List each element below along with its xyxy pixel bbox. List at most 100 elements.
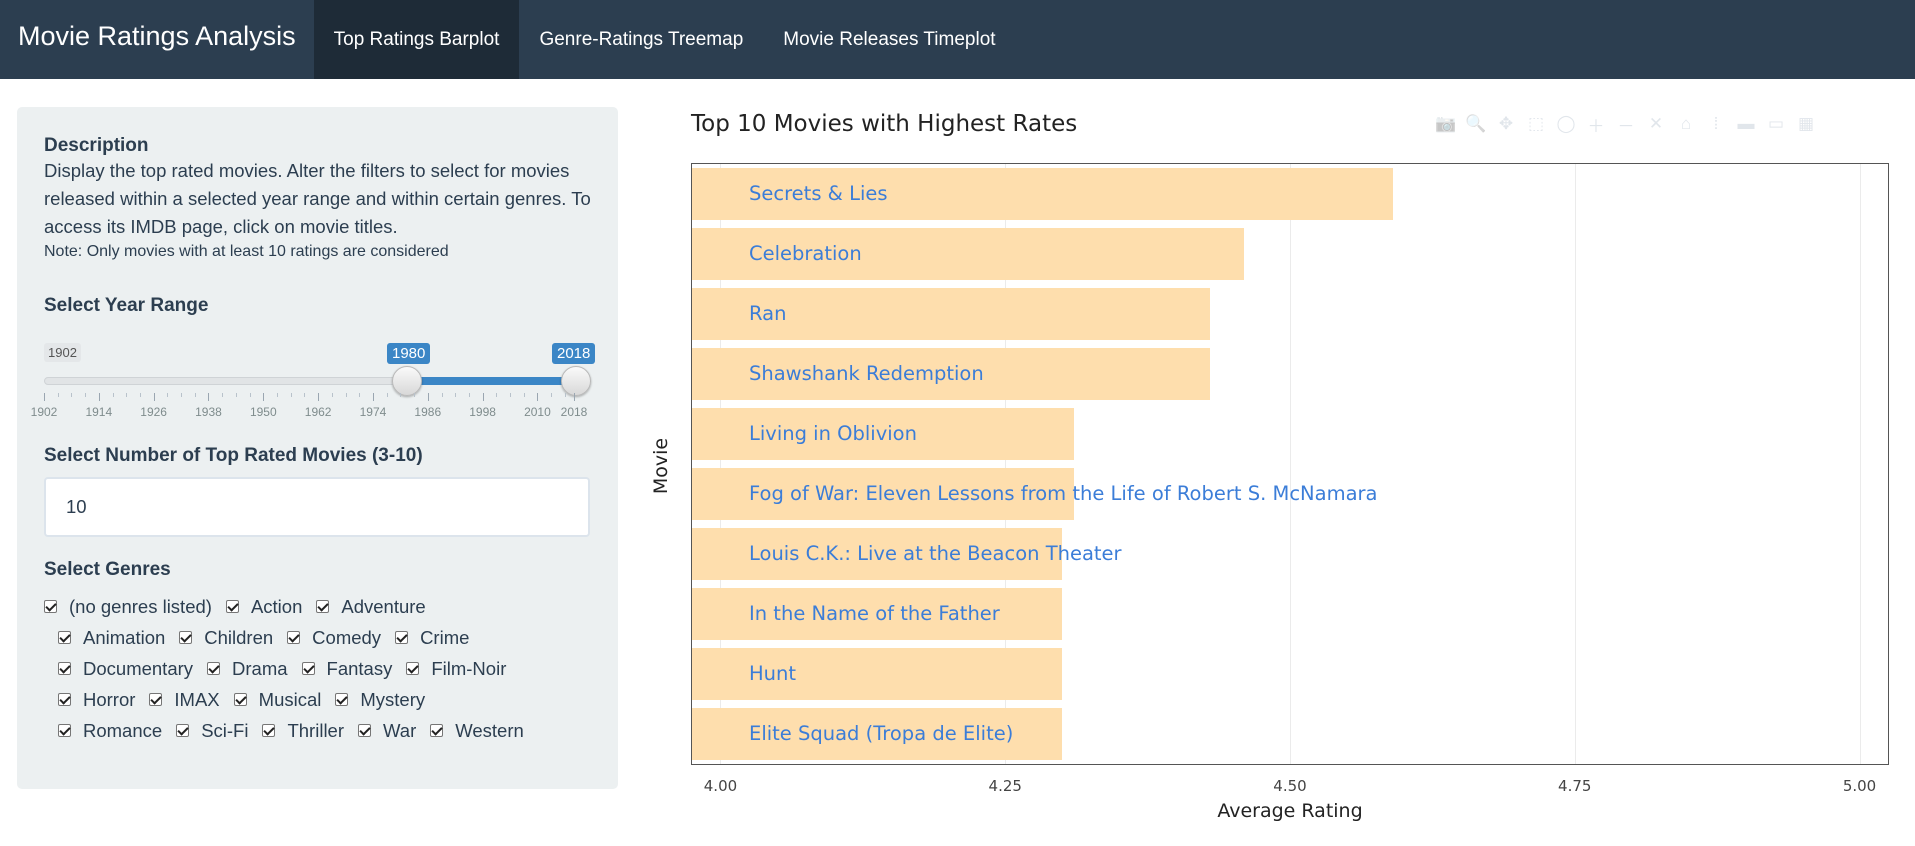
slider-minor-tick xyxy=(551,393,553,397)
genre-checkbox-musical[interactable]: Musical xyxy=(233,684,321,715)
checkbox-checked-icon[interactable] xyxy=(287,631,301,644)
checkbox-checked-icon[interactable] xyxy=(316,600,330,613)
genre-checkbox-horror[interactable]: Horror xyxy=(58,684,135,715)
checkbox-checked-icon[interactable] xyxy=(58,631,71,644)
hover-compare-icon[interactable]: ▭ xyxy=(1767,114,1785,133)
movie-title-link[interactable]: In the Name of the Father xyxy=(749,602,1000,625)
year-range-slider[interactable]: 1902 1980 2018 1902 1914 1926 1938 1950 1962 1… xyxy=(31,327,596,437)
bar[interactable] xyxy=(692,707,1063,761)
bar[interactable] xyxy=(692,347,1211,401)
movie-title-link[interactable]: Hunt xyxy=(749,662,797,685)
checkbox-checked-icon[interactable] xyxy=(335,693,349,706)
spike-lines-icon[interactable]: ⁞ xyxy=(1713,114,1719,133)
year-range-label: Select Year Range xyxy=(44,295,209,316)
hover-closest-icon[interactable]: ▬ xyxy=(1737,114,1755,133)
reset-axes-icon[interactable]: ⌂ xyxy=(1680,114,1692,133)
zoom-in-icon[interactable]: ＋ xyxy=(1587,116,1605,136)
genre-checkbox-thriller[interactable]: Thriller xyxy=(262,715,344,746)
genre-checkbox-animation[interactable]: Animation xyxy=(58,622,165,653)
tab-top-ratings-barplot[interactable]: Top Ratings Barplot xyxy=(313,0,520,79)
genre-checkbox-sci-fi[interactable]: Sci-Fi xyxy=(176,715,248,746)
tab-genre-ratings-treemap[interactable]: Genre-Ratings Treemap xyxy=(539,28,744,50)
checkbox-checked-icon[interactable] xyxy=(44,600,57,613)
slider-minor-tick xyxy=(510,393,512,397)
bar[interactable] xyxy=(692,647,1063,701)
bar[interactable] xyxy=(692,467,1074,521)
genre-label: Fantasy xyxy=(326,658,393,679)
checkbox-checked-icon[interactable] xyxy=(58,662,71,675)
checkbox-checked-icon[interactable] xyxy=(301,662,315,675)
genre-checkbox-drama[interactable]: Drama xyxy=(207,653,288,684)
bar[interactable] xyxy=(692,167,1393,221)
checkbox-checked-icon[interactable] xyxy=(225,600,239,613)
top-n-input[interactable]: 10 xyxy=(44,477,590,537)
genre-label: Mystery xyxy=(360,689,426,710)
slider-from-handle[interactable] xyxy=(392,366,422,396)
slider-major-tick xyxy=(537,393,539,401)
slider-minor-tick xyxy=(455,393,457,397)
genre-checkbox-romance[interactable]: Romance xyxy=(58,715,162,746)
bar[interactable] xyxy=(692,287,1211,341)
movie-title-link[interactable]: Fog of War: Eleven Lessons from the Life… xyxy=(749,482,1378,505)
checkbox-checked-icon[interactable] xyxy=(430,724,444,737)
genre-checkbox-western[interactable]: Western xyxy=(430,715,524,746)
camera-icon[interactable]: 📷 xyxy=(1435,114,1457,133)
genre-checkbox-adventure[interactable]: Adventure xyxy=(316,591,426,622)
genre-checkbox-mystery[interactable]: Mystery xyxy=(335,684,425,715)
checkbox-checked-icon[interactable] xyxy=(179,631,193,644)
plot-area[interactable]: Secrets & Lies Celebration Ran Shawshank Re… xyxy=(691,163,1889,765)
checkbox-checked-icon[interactable] xyxy=(176,724,190,737)
checkbox-checked-icon[interactable] xyxy=(233,693,247,706)
checkbox-checked-icon[interactable] xyxy=(358,724,371,737)
genre-checkbox-imax[interactable]: IMAX xyxy=(149,684,220,715)
app-brand[interactable]: Movie Ratings Analysis xyxy=(18,21,296,51)
genre-label: IMAX xyxy=(174,689,220,710)
pan-icon[interactable]: ✥ xyxy=(1498,114,1514,133)
lasso-icon[interactable]: ◯ xyxy=(1556,114,1576,133)
checkbox-checked-icon[interactable] xyxy=(395,631,409,644)
slider-major-tick xyxy=(427,393,429,401)
genre-checkbox-film-noir[interactable]: Film-Noir xyxy=(406,653,506,684)
checkbox-checked-icon[interactable] xyxy=(262,724,276,737)
bar[interactable] xyxy=(692,227,1245,281)
genre-checkbox-fantasy[interactable]: Fantasy xyxy=(301,653,393,684)
slider-major-tick xyxy=(208,393,210,401)
description-note: Note: Only movies with at least 10 ratin… xyxy=(44,243,449,260)
movie-title-link[interactable]: Elite Squad (Tropa de Elite) xyxy=(749,722,1014,745)
genre-checkbox-action[interactable]: Action xyxy=(225,591,302,622)
movie-title-link[interactable]: Secrets & Lies xyxy=(749,182,888,205)
genre-checkbox-crime[interactable]: Crime xyxy=(395,622,469,653)
movie-title-link[interactable]: Shawshank Redemption xyxy=(749,362,984,385)
zoom-icon[interactable]: 🔍 xyxy=(1465,114,1487,133)
autoscale-icon[interactable]: ✕ xyxy=(1648,114,1664,133)
checkbox-checked-icon[interactable] xyxy=(149,693,163,706)
checkbox-checked-icon[interactable] xyxy=(406,662,420,675)
movie-title-link[interactable]: Living in Oblivion xyxy=(749,422,917,445)
slider-to-handle[interactable] xyxy=(561,366,591,396)
genre-row: Romance Sci-Fi Thriller War Western xyxy=(44,715,591,746)
genre-checkbox-children[interactable]: Children xyxy=(179,622,273,653)
zoom-out-icon[interactable]: － xyxy=(1617,116,1635,136)
tab-movie-releases-timeplot[interactable]: Movie Releases Timeplot xyxy=(783,28,996,50)
movie-title-link[interactable]: Ran xyxy=(749,302,787,325)
bar[interactable] xyxy=(692,527,1063,581)
genre-checkbox-no-genres-listed[interactable]: (no genres listed) xyxy=(44,591,212,622)
slider-major-tick xyxy=(44,393,45,401)
checkbox-checked-icon[interactable] xyxy=(58,724,71,737)
checkbox-checked-icon[interactable] xyxy=(58,693,71,706)
movie-title-link[interactable]: Celebration xyxy=(749,242,862,265)
slider-minor-tick xyxy=(126,393,128,397)
movie-title-link[interactable]: Louis C.K.: Live at the Beacon Theater xyxy=(749,542,1122,565)
genre-checkbox-documentary[interactable]: Documentary xyxy=(58,653,193,684)
genre-checkbox-comedy[interactable]: Comedy xyxy=(287,622,381,653)
genre-label: War xyxy=(383,720,417,741)
bar[interactable] xyxy=(692,407,1074,461)
genre-checkbox-war[interactable]: War xyxy=(358,715,416,746)
checkbox-checked-icon[interactable] xyxy=(207,662,221,675)
genre-row: Documentary Drama Fantasy Film-Noir xyxy=(44,653,591,684)
slider-tick-label: 1902 xyxy=(30,405,58,419)
bar[interactable] xyxy=(692,587,1063,641)
slider-minor-tick xyxy=(167,393,169,397)
box-select-icon[interactable]: ⬚ xyxy=(1527,114,1545,133)
plotly-logo-icon[interactable]: ▦ xyxy=(1797,114,1815,133)
